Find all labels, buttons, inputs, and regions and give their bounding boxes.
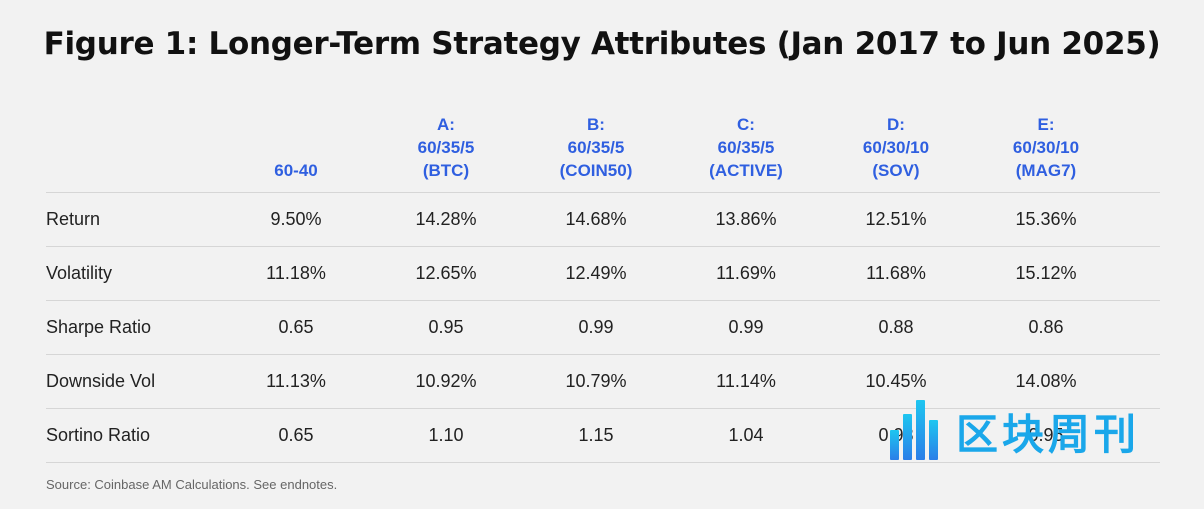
row-label: Return: [46, 209, 101, 229]
table-cell: 11.14%: [716, 371, 776, 391]
row-label: Sortino Ratio: [46, 425, 151, 445]
table-cell: 0.88: [878, 317, 914, 337]
table-cell: 1.15: [578, 425, 614, 445]
column-header-line: D:: [887, 115, 905, 134]
table-cell: 12.49%: [565, 263, 627, 283]
column-header-line: 60/35/5: [567, 138, 625, 157]
table-cell: 1.10: [428, 425, 464, 445]
table-cell: 1.04: [728, 425, 764, 445]
table-cell: 15.12%: [1015, 263, 1077, 283]
table-cell: 0.99: [728, 317, 764, 337]
column-header-60-40: 60-40: [221, 159, 371, 192]
table-cell: 0.65: [278, 317, 314, 337]
source-note: Source: Coinbase AM Calculations. See en…: [46, 477, 338, 492]
column-header-line: 60/30/10: [1012, 138, 1080, 157]
column-header-line: 60/30/10: [862, 138, 930, 157]
watermark-logo-icon: [888, 400, 942, 462]
table-cell: 14.68%: [565, 209, 627, 229]
column-header-b: B: 60/35/5 (COIN50): [521, 113, 671, 192]
table-cell: 11.69%: [716, 263, 776, 283]
table-cell: 12.65%: [415, 263, 477, 283]
table-cell: 15.36%: [1015, 209, 1077, 229]
watermark: 区块周刊: [888, 398, 1184, 464]
attributes-table: 60-40 A: 60/35/5 (BTC) B: 60/35/5 (COIN5…: [46, 104, 1160, 463]
table-cell: 10.79%: [565, 371, 627, 391]
column-header-line: C:: [737, 115, 755, 134]
table-cell: 0.99: [578, 317, 614, 337]
column-header-line: (ACTIVE): [709, 161, 783, 180]
table-cell: 14.08%: [1015, 371, 1077, 391]
table-row-downside-vol: Downside Vol 11.13% 10.92% 10.79% 11.14%…: [46, 355, 1160, 409]
column-header-line: 60/35/5: [417, 138, 475, 157]
table-cell: 12.51%: [865, 209, 927, 229]
column-header-line: (COIN50): [559, 161, 633, 180]
table-cell: 0.95: [1028, 425, 1064, 445]
row-label: Sharpe Ratio: [46, 317, 152, 337]
column-header-line: (SOV): [872, 161, 920, 180]
column-header-line: B:: [587, 115, 605, 134]
table-header-row: 60-40 A: 60/35/5 (BTC) B: 60/35/5 (COIN5…: [46, 104, 1160, 193]
table-row-sharpe-ratio: Sharpe Ratio 0.65 0.95 0.99 0.99 0.88 0.…: [46, 301, 1160, 355]
watermark-text: 区块周刊: [956, 409, 1141, 459]
column-header-line: E:: [1037, 115, 1055, 134]
table-cell: 11.13%: [266, 371, 326, 391]
table-cell: 0.65: [278, 425, 314, 445]
column-header-c: C: 60/35/5 (ACTIVE): [671, 113, 821, 192]
column-header-line: 60/35/5: [717, 138, 775, 157]
table-cell: 11.18%: [266, 263, 326, 283]
column-header-a: A: 60/35/5 (BTC): [371, 113, 521, 192]
table-cell: 9.50%: [270, 209, 322, 229]
table-cell: 0.86: [1028, 317, 1064, 337]
table-cell: 10.92%: [415, 371, 477, 391]
table-row-return: Return 9.50% 14.28% 14.68% 13.86% 12.51%…: [46, 193, 1160, 247]
column-header-line: A:: [437, 115, 455, 134]
column-header-line: 60-40: [274, 161, 318, 180]
table-cell: 10.45%: [865, 371, 927, 391]
figure-title: Figure 1: Longer-Term Strategy Attribute…: [43, 26, 1161, 62]
table-cell: 0.95: [428, 317, 464, 337]
row-label: Volatility: [46, 263, 113, 283]
table-row-volatility: Volatility 11.18% 12.65% 12.49% 11.69% 1…: [46, 247, 1160, 301]
table-cell: 14.28%: [415, 209, 477, 229]
column-header-line: (BTC): [422, 161, 470, 180]
column-header-d: D: 60/30/10 (SOV): [821, 113, 971, 192]
row-label: Downside Vol: [46, 371, 156, 391]
column-header-line: (MAG7): [1015, 161, 1077, 180]
table-cell: 13.86%: [715, 209, 777, 229]
column-header-e: E: 60/30/10 (MAG7): [971, 113, 1121, 192]
table-cell: 11.68%: [866, 263, 926, 283]
